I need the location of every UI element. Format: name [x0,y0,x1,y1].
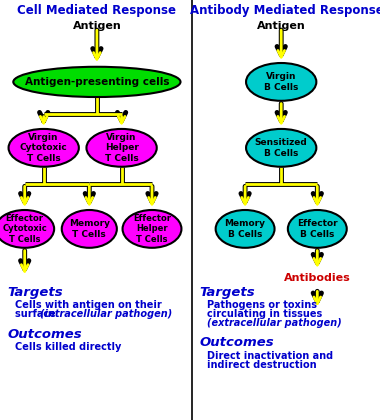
Text: Memory
B Cells: Memory B Cells [225,219,266,239]
Text: Antigen: Antigen [257,21,306,31]
Text: Cell Mediated Response: Cell Mediated Response [17,4,176,17]
Text: Outcomes: Outcomes [8,328,82,341]
Ellipse shape [216,210,274,248]
Ellipse shape [62,210,117,248]
Text: Virgin
Helper
T Cells: Virgin Helper T Cells [105,133,139,163]
Ellipse shape [87,129,157,167]
Text: Antigen-presenting cells: Antigen-presenting cells [25,77,169,87]
Text: Antigen: Antigen [73,21,121,31]
Text: Virgin
Cytotoxic
T Cells: Virgin Cytotoxic T Cells [20,133,68,163]
Text: indirect destruction: indirect destruction [207,360,317,370]
Ellipse shape [246,129,316,167]
Text: Pathogens or toxins: Pathogens or toxins [207,300,317,310]
Text: (intracellular pathogen): (intracellular pathogen) [40,309,172,319]
Text: Effector
Helper
T Cells: Effector Helper T Cells [133,214,171,244]
Text: Effector
B Cells: Effector B Cells [297,219,337,239]
Ellipse shape [13,67,180,97]
Ellipse shape [288,210,347,248]
Text: Targets: Targets [200,286,255,299]
Text: Virgin
B Cells: Virgin B Cells [264,72,298,92]
Text: Sensitized
B Cells: Sensitized B Cells [255,138,307,158]
Ellipse shape [122,210,182,248]
Ellipse shape [9,129,79,167]
Text: Antibody Mediated Response: Antibody Mediated Response [190,4,380,17]
Text: surface: surface [15,309,59,319]
Text: Effector
Cytotoxic
T Cells: Effector Cytotoxic T Cells [2,214,47,244]
Text: Outcomes: Outcomes [200,336,274,349]
Text: Memory
T Cells: Memory T Cells [69,219,110,239]
Text: Antibodies: Antibodies [284,273,351,283]
Text: Cells with antigen on their: Cells with antigen on their [15,300,162,310]
Text: Direct inactivation and: Direct inactivation and [207,351,333,361]
Text: circulating in tissues: circulating in tissues [207,309,322,319]
Text: (extracellular pathogen): (extracellular pathogen) [207,318,342,328]
Ellipse shape [0,210,54,248]
Text: Cells killed directly: Cells killed directly [15,342,122,352]
Ellipse shape [246,63,316,101]
Text: Targets: Targets [8,286,63,299]
